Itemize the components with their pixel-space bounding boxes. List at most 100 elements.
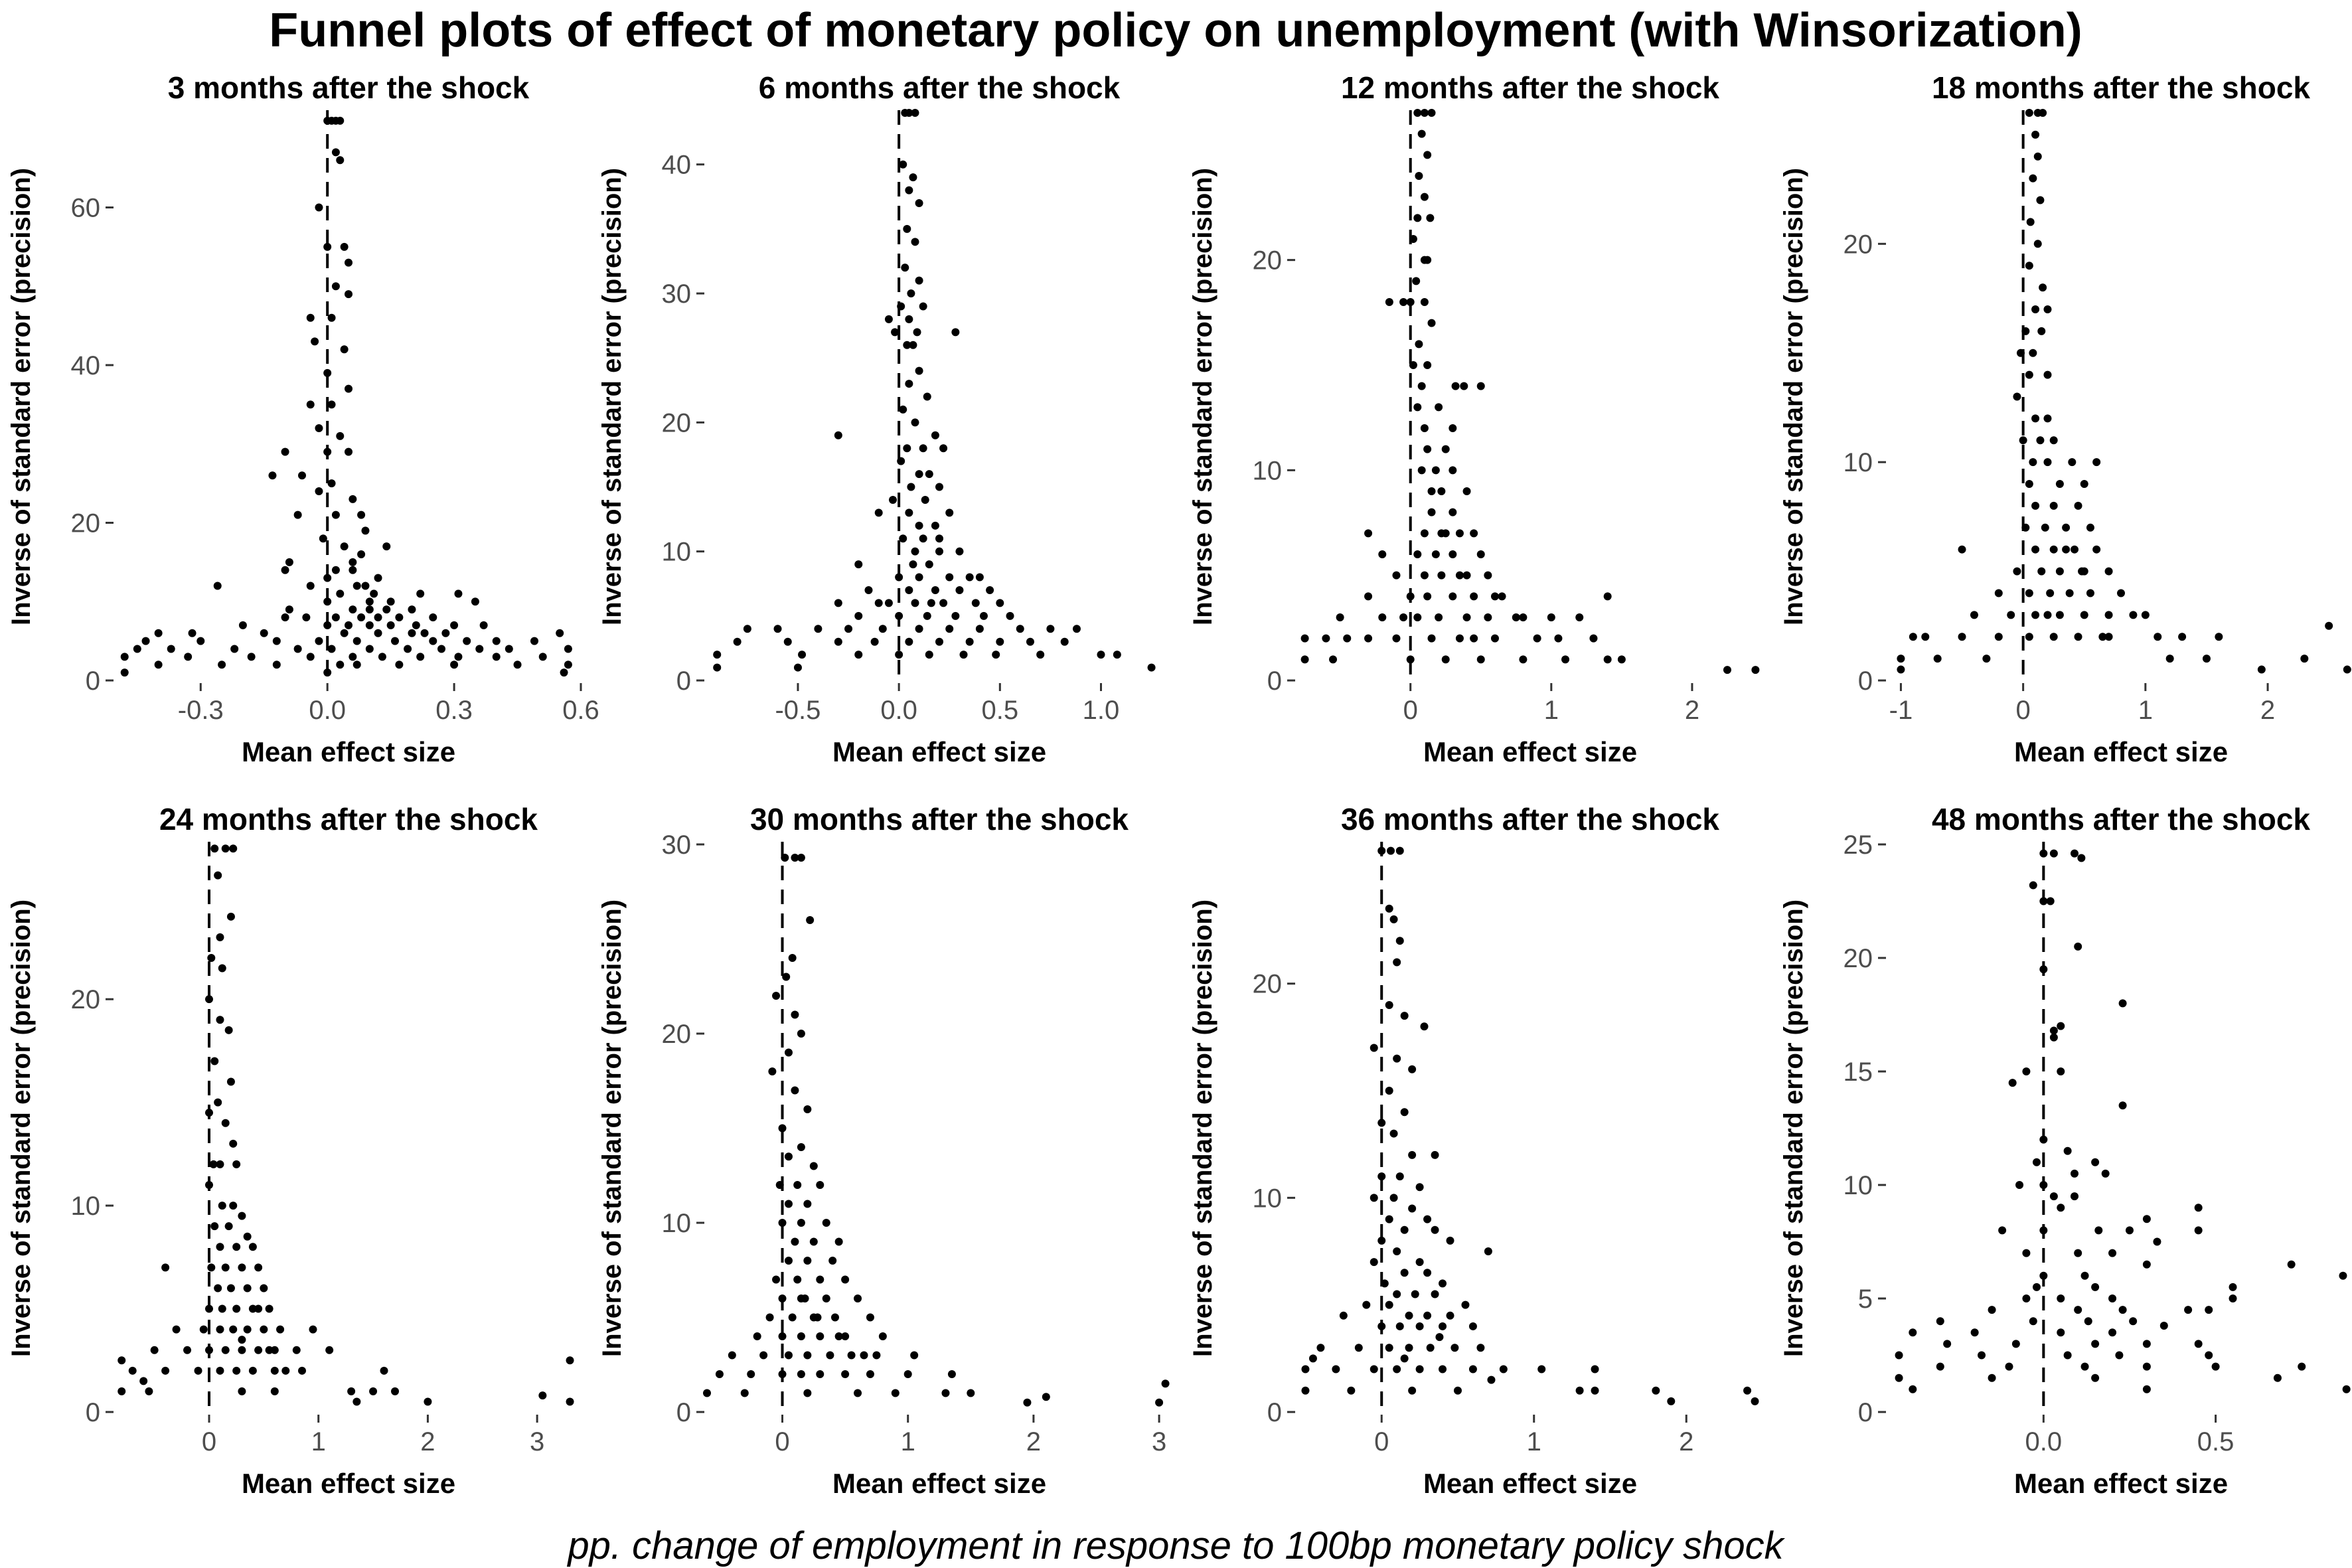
data-point — [1561, 655, 1570, 664]
data-point — [2325, 621, 2333, 630]
data-point — [281, 1366, 290, 1375]
data-point — [391, 637, 399, 645]
data-point — [1435, 403, 1443, 412]
data-point — [216, 933, 224, 941]
data-point — [2125, 1226, 2134, 1235]
data-point — [713, 663, 722, 672]
data-point — [276, 1325, 285, 1334]
data-point — [2118, 999, 2127, 1008]
data-point — [2031, 305, 2040, 313]
data-point — [298, 471, 306, 480]
data-point — [2080, 567, 2088, 576]
y-tick-label: 20 — [1253, 246, 1283, 275]
y-axis-label: Inverse of standard error (precision) — [597, 900, 627, 1357]
data-point — [945, 625, 954, 633]
x-tick-label: 0.5 — [2197, 1427, 2234, 1456]
data-point — [1895, 1351, 1903, 1360]
data-point — [370, 589, 378, 598]
data-point — [806, 916, 815, 924]
data-point — [2339, 1271, 2347, 1280]
data-point — [349, 653, 357, 661]
data-point — [1113, 651, 1121, 659]
y-tick-label: 40 — [71, 351, 101, 380]
data-point — [365, 645, 374, 653]
data-point — [272, 637, 281, 645]
data-point — [1364, 592, 1373, 601]
data-point — [2055, 611, 2064, 619]
data-point — [243, 1232, 252, 1241]
data-point — [784, 1257, 793, 1265]
data-point — [791, 1010, 799, 1019]
data-point — [2184, 1306, 2193, 1314]
data-point — [1415, 172, 1423, 180]
data-point — [1413, 613, 1422, 621]
y-tick-label: 20 — [1843, 230, 1873, 259]
data-point — [2039, 1226, 2048, 1235]
data-point — [315, 637, 323, 645]
data-point — [2049, 501, 2058, 510]
data-point — [272, 661, 281, 669]
data-point — [1487, 1375, 1496, 1384]
data-point — [1415, 340, 1423, 349]
data-point — [1023, 1398, 1032, 1407]
data-point — [1412, 277, 1421, 285]
data-point — [2039, 1181, 2048, 1189]
data-point — [232, 1366, 241, 1375]
data-point — [1453, 1386, 1462, 1395]
data-point — [2025, 480, 2033, 489]
data-point — [1751, 1397, 1759, 1405]
data-point — [336, 431, 345, 440]
data-point — [1455, 571, 1464, 580]
data-point — [492, 653, 501, 661]
data-point — [331, 510, 340, 519]
data-point — [2342, 1385, 2351, 1393]
data-point — [866, 1370, 874, 1378]
data-point — [2074, 1249, 2082, 1257]
data-point — [1431, 1290, 1439, 1298]
y-tick-label: 0 — [1267, 1398, 1282, 1427]
data-point — [733, 637, 742, 646]
x-tick-label: 1 — [1544, 696, 1559, 725]
data-point — [471, 597, 479, 606]
data-point — [2049, 633, 2058, 641]
data-point — [133, 645, 141, 653]
data-point — [1420, 571, 1429, 580]
data-point — [2015, 1181, 2024, 1189]
data-point — [1476, 382, 1485, 390]
data-point — [161, 1263, 170, 1272]
data-point — [395, 661, 404, 669]
x-tick-label: 2 — [1026, 1427, 1041, 1456]
data-point — [2039, 283, 2047, 292]
data-point — [2043, 611, 2052, 619]
panel-title: 3 months after the shock — [168, 70, 530, 105]
data-point — [935, 534, 943, 543]
data-point — [793, 1275, 802, 1284]
data-point — [2026, 218, 2035, 226]
data-point — [783, 637, 792, 646]
data-point — [1415, 1183, 1424, 1192]
data-point — [311, 337, 319, 346]
data-point — [2043, 305, 2052, 313]
data-point — [2084, 1317, 2092, 1326]
data-point — [1417, 466, 1426, 475]
data-point — [1377, 1119, 1386, 1127]
data-point — [424, 1397, 432, 1406]
data-point — [340, 542, 349, 551]
data-point — [238, 621, 247, 629]
funnel-panel-7: 36 months after the shock Inverse of stan… — [1188, 802, 1759, 1499]
data-point — [353, 637, 361, 645]
data-point — [778, 1124, 787, 1133]
data-point — [416, 653, 425, 661]
data-point — [1512, 613, 1520, 621]
x-tick-label: -0.3 — [178, 696, 224, 725]
data-point — [1431, 1225, 1439, 1234]
data-point — [841, 1370, 850, 1378]
figure-title: Funnel plots of effect of monetary polic… — [269, 4, 2082, 57]
data-point — [965, 637, 974, 646]
y-tick-label: 10 — [71, 1192, 101, 1221]
x-tick-label: 1.0 — [1083, 696, 1120, 725]
data-point — [907, 483, 915, 491]
data-point — [1499, 1365, 1508, 1373]
data-point — [2049, 849, 2058, 858]
